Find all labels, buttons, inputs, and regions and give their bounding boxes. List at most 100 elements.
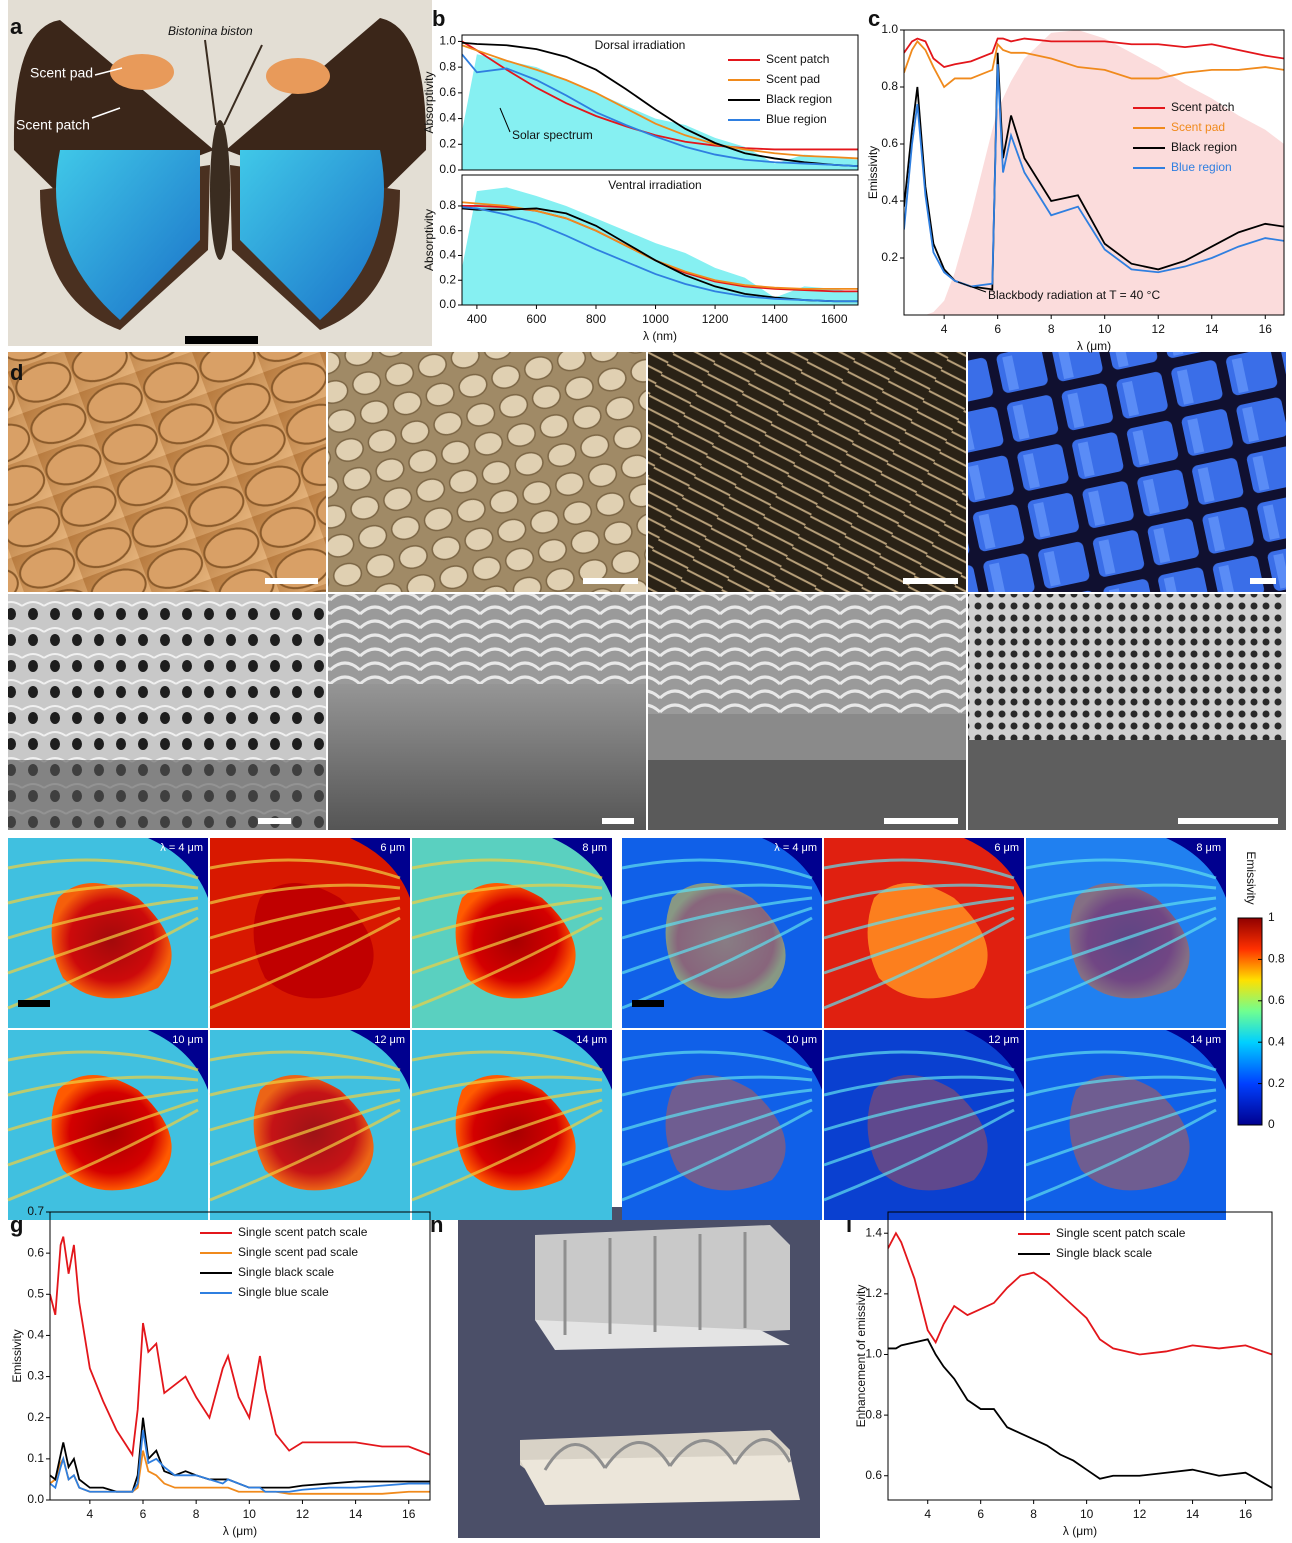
colorbar-tick-label: 0.2: [1268, 1076, 1285, 1090]
x-tick-label: 1000: [642, 312, 669, 326]
x-tick-label: 6: [140, 1507, 147, 1521]
legend-label: Single black scale: [1056, 1246, 1152, 1260]
y-tick-label: 0.0: [439, 162, 456, 176]
panel-label: d: [10, 360, 23, 385]
y-tick-label: 0.5: [27, 1286, 44, 1300]
x-tick-label: 800: [586, 312, 606, 326]
x-tick-label: 16: [402, 1507, 416, 1521]
map-label: 8 μm: [1196, 842, 1221, 854]
series-line: [888, 1339, 1272, 1488]
species-name: Bistonina biston: [168, 24, 253, 38]
y-tick-label: 0.4: [881, 193, 898, 207]
colorbar-tick-label: 0.8: [1268, 952, 1285, 966]
map-label: 6 μm: [994, 842, 1019, 854]
y-tick-label: 0.4: [27, 1328, 44, 1342]
emissivity-map: [8, 838, 208, 1028]
y-axis-label: Emissivity: [866, 146, 880, 199]
map-label: 10 μm: [786, 1034, 817, 1046]
x-tick-label: 16: [1239, 1507, 1253, 1521]
colorbar-tick-label: 0: [1268, 1117, 1275, 1131]
x-axis-label: λ (μm): [1077, 339, 1111, 353]
scale-bar: [632, 1000, 664, 1007]
emissivity-map: [824, 1030, 1024, 1220]
emissivity-map: [210, 838, 410, 1028]
x-axis-label: λ (μm): [223, 1524, 257, 1538]
colorbar: [1238, 918, 1262, 1125]
y-tick-label: 0.7: [27, 1204, 44, 1218]
spectrum-area: [462, 187, 858, 305]
x-tick-label: 12: [296, 1507, 310, 1521]
y-tick-label: 0.0: [27, 1492, 44, 1506]
x-tick-label: 10: [243, 1507, 257, 1521]
map-label: 8 μm: [582, 842, 607, 854]
x-tick-label: 8: [1030, 1507, 1037, 1521]
emissivity-map: [622, 1030, 822, 1220]
y-tick-label: 0.6: [439, 85, 456, 99]
y-tick-label: 0.2: [881, 250, 898, 264]
panel-label: a: [10, 14, 23, 39]
y-axis-label: Enhancement of emissivity: [854, 1285, 868, 1428]
panel-label: b: [432, 6, 445, 31]
y-axis-label: Emissivity: [10, 1329, 24, 1382]
x-tick-label: 4: [87, 1507, 94, 1521]
legend-label: Single scent pad scale: [238, 1245, 358, 1259]
chart-title: Ventral irradiation: [608, 178, 701, 192]
butterfly-photo: [8, 0, 432, 346]
y-tick-label: 0.8: [881, 79, 898, 93]
legend-label: Single scent patch scale: [1056, 1226, 1186, 1240]
colorbar-tick-label: 1: [1268, 910, 1275, 924]
photo-label: Scent patch: [16, 117, 90, 133]
colorbar-tick-label: 0.6: [1268, 993, 1285, 1007]
legend-label: Blue region: [766, 112, 827, 126]
y-tick-label: 0.4: [439, 111, 456, 125]
legend-label: Scent patch: [766, 52, 829, 66]
x-tick-label: 4: [924, 1507, 931, 1521]
map-label: 14 μm: [576, 1034, 607, 1046]
x-tick-label: 1600: [821, 312, 848, 326]
y-tick-label: 0.2: [439, 272, 456, 286]
x-tick-label: 14: [1205, 322, 1219, 336]
y-tick-label: 0.6: [27, 1245, 44, 1259]
chart-title: Dorsal irradiation: [595, 38, 686, 52]
emissivity-map: [622, 838, 822, 1028]
x-tick-label: 1400: [761, 312, 788, 326]
annotation: Blackbody radiation at T = 40 °C: [988, 288, 1160, 302]
legend-label: Single blue scale: [238, 1285, 329, 1299]
series-line: [50, 1418, 430, 1492]
x-tick-label: 400: [467, 312, 487, 326]
y-tick-label: 0.6: [865, 1468, 882, 1482]
3d-render: [458, 1207, 820, 1538]
map-label: λ = 4 μm: [774, 842, 817, 854]
x-tick-label: 8: [193, 1507, 200, 1521]
x-axis-label: λ (nm): [643, 329, 677, 343]
x-tick-label: 10: [1098, 322, 1112, 336]
colorbar-tick-label: 0.4: [1268, 1034, 1285, 1048]
y-tick-label: 0.1: [27, 1451, 44, 1465]
series-line: [50, 1430, 430, 1492]
x-tick-label: 600: [526, 312, 546, 326]
map-label: 10 μm: [172, 1034, 203, 1046]
y-tick-label: 1.4: [865, 1225, 882, 1239]
x-tick-label: 14: [1186, 1507, 1200, 1521]
y-axis-label: Absorptivity: [422, 209, 436, 271]
legend-label: Single black scale: [238, 1265, 334, 1279]
panel-label: c: [868, 6, 880, 31]
colorbar-title: Emissivity: [1244, 851, 1258, 904]
x-tick-label: 12: [1152, 322, 1166, 336]
x-tick-label: 6: [994, 322, 1001, 336]
emissivity-map: [1026, 838, 1226, 1028]
series-line: [50, 1451, 430, 1494]
x-tick-label: 6: [977, 1507, 984, 1521]
emissivity-map: [824, 838, 1024, 1028]
legend-label: Scent patch: [1171, 100, 1234, 114]
legend-label: Single scent patch scale: [238, 1225, 368, 1239]
emissivity-map: [210, 1030, 410, 1220]
scale-bar: [18, 1000, 50, 1007]
emissivity-map: [412, 1030, 612, 1220]
legend-label: Black region: [766, 92, 832, 106]
y-tick-label: 0.8: [439, 59, 456, 73]
y-tick-label: 0.2: [27, 1410, 44, 1424]
y-tick-label: 0.4: [439, 248, 456, 262]
x-tick-label: 12: [1133, 1507, 1147, 1521]
y-tick-label: 0.8: [439, 198, 456, 212]
